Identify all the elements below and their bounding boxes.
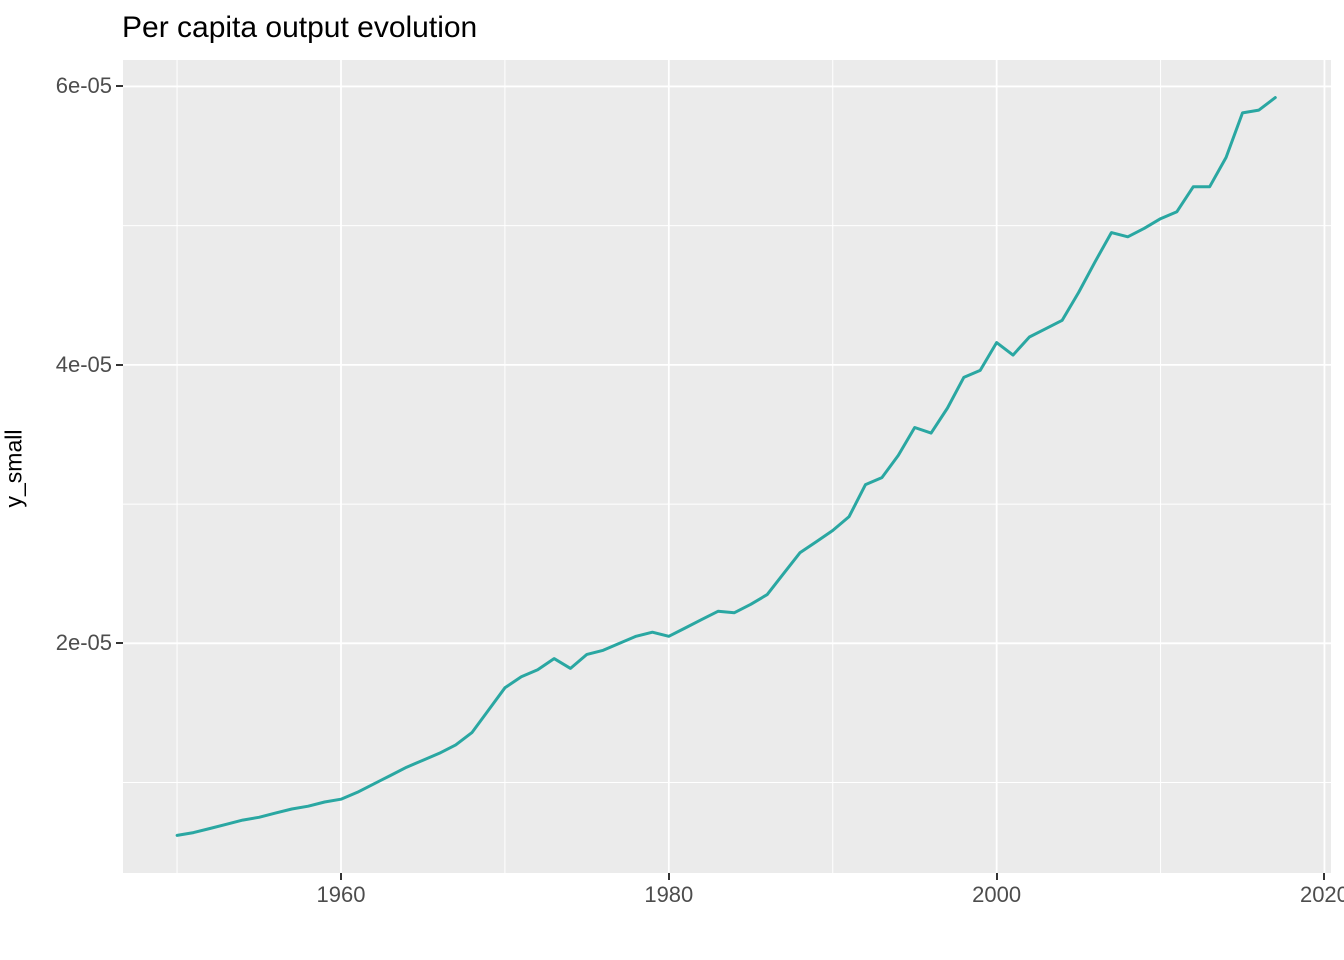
y-tick-label: 4e-05 [55,351,112,377]
x-tick-mark [339,873,342,880]
plot-panel [123,60,1331,873]
y-axis-title: y_small [0,429,27,508]
x-tick-label: 2000 [972,882,1022,907]
x-tick-label: 2020 [1299,882,1344,907]
y-tick-mark [116,642,123,645]
x-tick-mark [1323,873,1326,880]
x-tick-label: 1960 [316,882,366,907]
x-tick-label: 1980 [644,882,694,907]
x-tick-mark [667,873,670,880]
chart-title: Per capita output evolution [122,11,478,44]
y-tick-label: 6e-05 [55,73,112,99]
y-tick-label: 2e-05 [55,630,112,656]
y-tick-mark [116,363,123,366]
y-tick-mark [116,85,123,88]
x-tick-mark [995,873,998,880]
series-line-y_small [175,96,1277,837]
chart-canvas [123,60,1331,873]
